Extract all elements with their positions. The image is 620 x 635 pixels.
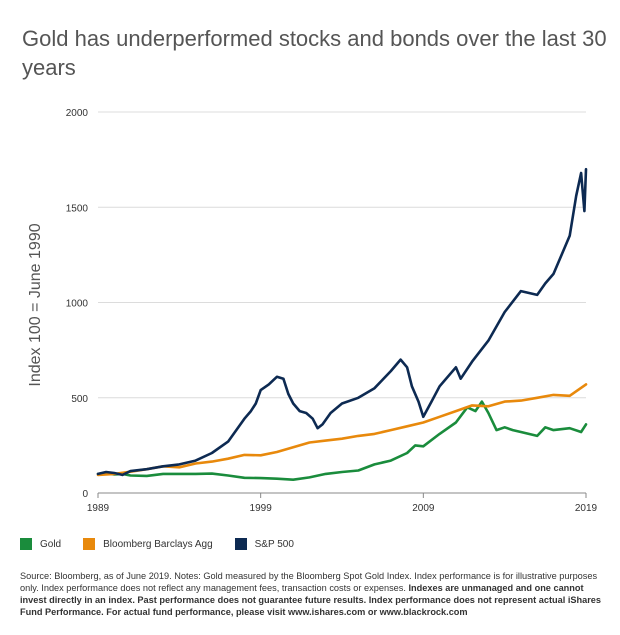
footnote-bold: Indexes are unmanaged and one cannot inv… <box>20 583 602 617</box>
legend-label-gold: Gold <box>40 538 62 550</box>
x-tick-label: 2009 <box>412 503 435 514</box>
x-axis-ticks: 1989 1999 2009 2019 <box>87 493 598 514</box>
x-tick-label: 1999 <box>250 503 273 514</box>
series-line-bloomberg-barclays-agg <box>96 383 588 477</box>
legend-item-agg: Bloomberg Barclays Agg <box>83 538 213 550</box>
y-tick-label: 2000 <box>66 108 89 119</box>
x-tick-label: 2019 <box>575 503 598 514</box>
y-axis-ticks: 0 500 1000 1500 2000 <box>66 108 89 500</box>
gridlines <box>98 111 586 399</box>
legend-label-sp500: S&P 500 <box>254 538 294 550</box>
legend-swatch-sp500 <box>234 538 247 550</box>
legend-label-agg: Bloomberg Barclays Agg <box>103 538 213 550</box>
y-axis-label: Index 100 = June 1990 <box>27 223 44 386</box>
series-lines <box>96 167 588 481</box>
legend: Gold Bloomberg Barclays Agg S&P 500 <box>20 538 316 550</box>
footnote-plain: Source: Bloomberg, as of June 2019. Note… <box>20 571 598 593</box>
legend-swatch-agg <box>83 538 96 550</box>
y-tick-label: 500 <box>71 394 88 405</box>
y-tick-label: 0 <box>82 489 88 500</box>
x-tick-label: 1989 <box>87 503 110 514</box>
legend-item-gold: Gold <box>20 538 61 550</box>
series-line-s-p-500 <box>96 167 588 477</box>
line-chart: 0 500 1000 1500 2000 1989 1999 2009 2019 Index … <box>27 108 598 514</box>
y-tick-label: 1500 <box>66 203 89 214</box>
series-line-gold <box>96 400 588 481</box>
legend-item-sp500: S&P 500 <box>234 538 294 550</box>
legend-swatch-gold <box>20 538 32 550</box>
chart-title: Gold has underperformed stocks and bonds… <box>22 26 607 80</box>
footnote: Source: Bloomberg, as of June 2019. Note… <box>20 570 605 618</box>
y-tick-label: 1000 <box>66 299 89 310</box>
